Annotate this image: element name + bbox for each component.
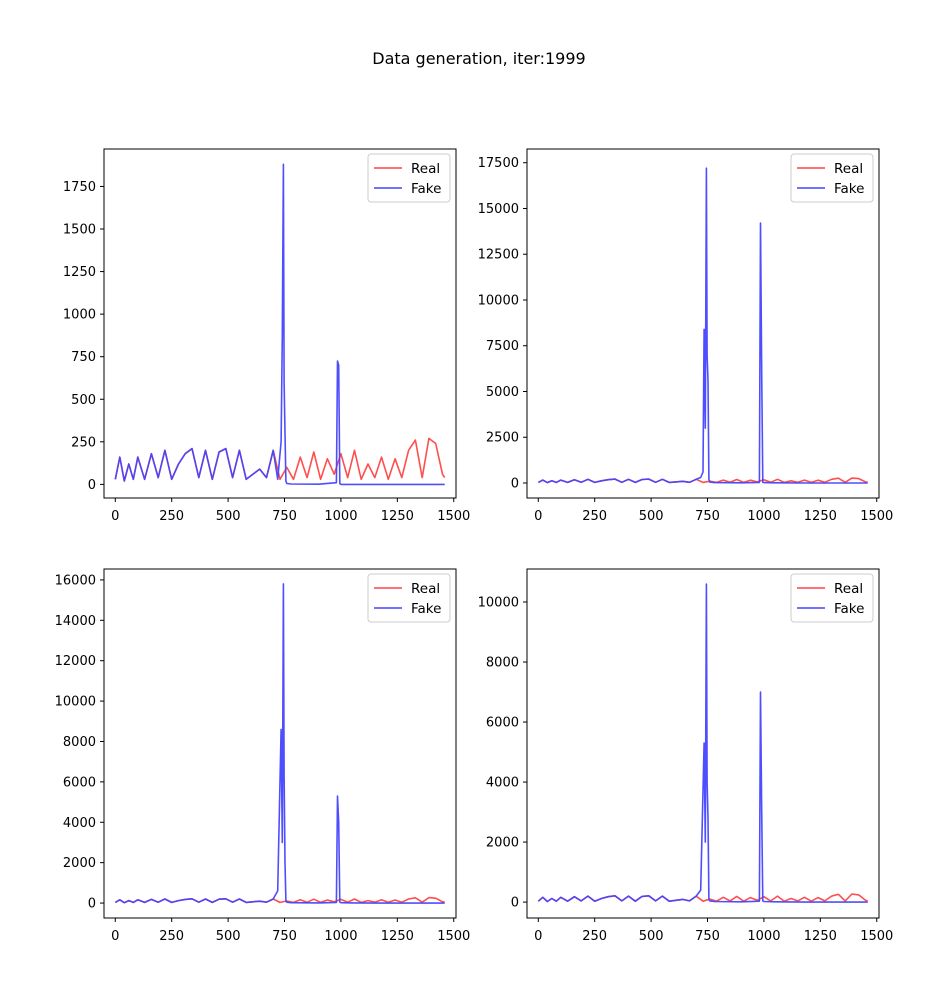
y-tick-label: 1250 xyxy=(63,265,96,280)
series-line-fake xyxy=(537,583,868,903)
x-tick-label: 250 xyxy=(582,929,607,944)
x-tick-label: 500 xyxy=(216,509,241,524)
legend-box xyxy=(367,573,451,623)
y-tick-label: 750 xyxy=(71,350,96,365)
x-tick-label: 1000 xyxy=(324,929,357,944)
legend: Real Fake xyxy=(790,153,874,203)
x-tick-label: 0 xyxy=(534,509,542,524)
y-tick-label: 1000 xyxy=(63,308,96,323)
x-tick-label: 1000 xyxy=(747,509,780,524)
x-tick-label: 1500 xyxy=(437,509,470,524)
axes-frame xyxy=(526,568,880,919)
y-tick-label: 0 xyxy=(511,896,519,911)
axes-frame xyxy=(526,148,880,499)
y-tick-label: 1500 xyxy=(63,223,96,238)
y-tick-label: 15000 xyxy=(478,202,519,217)
y-tick-label: 12500 xyxy=(478,248,519,263)
y-tick-label: 1750 xyxy=(63,180,96,195)
y-tick-label: 5000 xyxy=(486,385,519,400)
y-tick-label: 2000 xyxy=(63,856,96,871)
x-tick-label: 250 xyxy=(159,509,184,524)
legend-label-real: Real xyxy=(834,581,863,597)
y-tick-label: 12000 xyxy=(55,654,96,669)
x-tick-label: 750 xyxy=(272,509,297,524)
x-tick-label: 1250 xyxy=(804,929,837,944)
x-tick-label: 250 xyxy=(159,929,184,944)
legend-label-real: Real xyxy=(411,161,440,177)
legend: Real Fake xyxy=(790,573,874,623)
x-tick-label: 0 xyxy=(111,929,119,944)
legend-box xyxy=(790,573,874,623)
x-tick-label: 750 xyxy=(695,929,720,944)
legend-label-real: Real xyxy=(411,581,440,597)
legend-box xyxy=(367,153,451,203)
subplot-grid: 0 250 500 750 1000 1250 1500025050075010001250… xyxy=(55,148,893,944)
y-tick-label: 4000 xyxy=(63,816,96,831)
series-line-fake xyxy=(114,163,445,486)
legend-label-fake: Fake xyxy=(834,601,864,617)
y-tick-label: 2000 xyxy=(486,836,519,851)
x-tick-label: 750 xyxy=(272,929,297,944)
x-tick-label: 500 xyxy=(639,509,664,524)
legend-label-fake: Fake xyxy=(834,181,864,197)
series-line-fake xyxy=(537,167,868,484)
x-tick-label: 1500 xyxy=(437,929,470,944)
x-tick-label: 250 xyxy=(582,509,607,524)
y-tick-label: 6000 xyxy=(63,775,96,790)
y-tick-label: 10000 xyxy=(478,293,519,308)
y-tick-label: 6000 xyxy=(486,716,519,731)
y-tick-label: 0 xyxy=(88,478,96,493)
y-tick-label: 2500 xyxy=(486,431,519,446)
axes-frame xyxy=(103,148,457,499)
x-tick-label: 750 xyxy=(695,509,720,524)
legend: Real Fake xyxy=(367,573,451,623)
x-tick-label: 500 xyxy=(639,929,664,944)
plot-area xyxy=(114,583,445,904)
x-tick-label: 1250 xyxy=(381,509,414,524)
legend-label-fake: Fake xyxy=(411,181,441,197)
plot-area xyxy=(537,167,868,484)
y-tick-label: 10000 xyxy=(55,695,96,710)
x-tick-label: 0 xyxy=(534,929,542,944)
y-tick-label: 10000 xyxy=(478,596,519,611)
axes-frame xyxy=(103,568,457,919)
y-tick-label: 250 xyxy=(71,435,96,450)
plot-area xyxy=(537,583,868,903)
subplot-3: 0 250 500 750 1000 1250 1500 0 2000 4000 6000 8000 1… xyxy=(55,568,470,944)
y-tick-label: 16000 xyxy=(55,573,96,588)
y-tick-label: 8000 xyxy=(486,656,519,671)
subplot-2: 0 250 500 750 1000 1250 1500025005000750010000… xyxy=(478,148,893,524)
y-tick-label: 0 xyxy=(511,476,519,491)
x-tick-label: 1500 xyxy=(860,929,893,944)
x-tick-label: 1250 xyxy=(804,509,837,524)
x-tick-label: 1500 xyxy=(860,509,893,524)
x-tick-label: 500 xyxy=(216,929,241,944)
x-tick-label: 1250 xyxy=(381,929,414,944)
legend-box xyxy=(790,153,874,203)
plot-area xyxy=(114,163,446,486)
y-tick-label: 17500 xyxy=(478,156,519,171)
figure-suptitle: Data generation, iter:1999 xyxy=(372,49,585,68)
x-tick-label: 1000 xyxy=(324,509,357,524)
subplot-1: 0 250 500 750 1000 1250 1500 0 250 500 750 1000 1250… xyxy=(63,148,470,524)
y-tick-label: 0 xyxy=(88,897,96,912)
series-line-fake xyxy=(114,583,445,904)
subplot-4: 0 250 500 750 1000 1250 1500 0 2000 4000 6000 8000 1… xyxy=(478,568,893,944)
y-tick-label: 4000 xyxy=(486,776,519,791)
x-tick-label: 0 xyxy=(111,509,119,524)
y-tick-label: 14000 xyxy=(55,614,96,629)
y-tick-label: 7500 xyxy=(486,339,519,354)
y-tick-label: 500 xyxy=(71,393,96,408)
legend-label-real: Real xyxy=(834,161,863,177)
y-tick-label: 8000 xyxy=(63,735,96,750)
legend-label-fake: Fake xyxy=(411,601,441,617)
legend: Real Fake xyxy=(367,153,451,203)
x-tick-label: 1000 xyxy=(747,929,780,944)
